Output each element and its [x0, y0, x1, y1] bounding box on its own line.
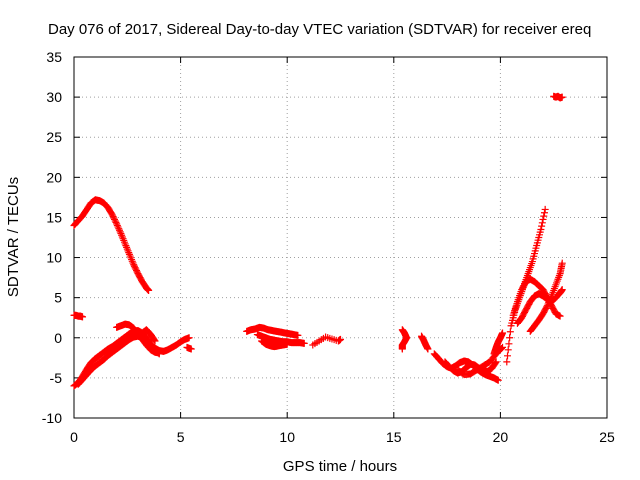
data-point: [283, 340, 291, 348]
data-point: [558, 93, 566, 101]
data-point: [503, 358, 511, 366]
y-axis-label: SDTVAR / TECUs: [5, 177, 22, 297]
data-point: [111, 217, 119, 225]
data-points: [70, 92, 566, 390]
series-arc-22: [550, 92, 566, 102]
data-point: [150, 336, 158, 344]
y-tick-label: 15: [46, 209, 62, 225]
series-arc-5: [113, 320, 163, 357]
data-point: [113, 221, 121, 229]
data-point: [132, 265, 140, 273]
data-point: [504, 352, 512, 360]
series-arc-21: [526, 259, 566, 335]
data-point: [115, 225, 123, 233]
series-arc-8: [243, 323, 302, 339]
data-point: [540, 212, 548, 220]
data-point: [504, 346, 512, 354]
plot-frame: [73, 56, 608, 419]
data-point: [494, 376, 502, 384]
data-point: [131, 264, 139, 272]
data-point: [79, 313, 87, 321]
data-point: [294, 331, 302, 339]
data-point: [133, 267, 141, 275]
y-tick-label: 25: [46, 129, 62, 145]
data-point: [547, 294, 555, 302]
data-point: [538, 219, 546, 227]
data-point: [113, 220, 121, 228]
x-tick-label: 5: [177, 429, 185, 445]
data-point: [558, 259, 566, 267]
series-arc-13: [418, 332, 432, 353]
data-point: [546, 295, 554, 303]
data-point: [558, 286, 566, 294]
axis-ticks: 0 5 10 15 20 25 -10 -5 0 5 10 15 20 25 30 35: [42, 49, 615, 445]
data-point: [424, 345, 432, 353]
y-tick-label: 30: [46, 89, 62, 105]
data-point: [151, 337, 159, 345]
data-point: [499, 343, 507, 351]
data-point: [541, 205, 549, 213]
data-point: [543, 303, 551, 311]
chart-title: Day 076 of 2017, Sidereal Day-to-day VTE…: [48, 21, 591, 38]
x-tick-label: 20: [493, 429, 509, 445]
series-arc-1: [70, 196, 153, 294]
x-tick-label: 0: [70, 429, 78, 445]
series-arc-19: [509, 275, 564, 320]
grid: [74, 57, 607, 418]
data-point: [155, 349, 163, 357]
data-point: [544, 300, 552, 308]
data-point: [540, 209, 548, 217]
data-point: [337, 335, 344, 343]
data-point: [545, 297, 553, 305]
data-point: [187, 345, 195, 353]
data-point: [506, 334, 514, 342]
y-tick-label: 0: [54, 330, 62, 346]
data-point: [185, 334, 193, 342]
x-tick-label: 15: [386, 429, 402, 445]
data-point: [492, 358, 500, 366]
series-arc-6: [138, 326, 159, 345]
data-point: [111, 215, 119, 223]
data-point: [115, 226, 123, 234]
y-tick-label: 10: [46, 250, 62, 266]
y-tick-label: 5: [54, 290, 62, 306]
x-tick-label: 10: [279, 429, 295, 445]
data-point: [545, 298, 553, 306]
data-point: [506, 328, 514, 336]
data-point: [499, 329, 507, 337]
data-point: [116, 228, 124, 236]
y-tick-label: 20: [46, 169, 62, 185]
data-point: [130, 262, 138, 270]
series-arc-10: [258, 337, 291, 351]
data-point: [537, 225, 545, 233]
data-point: [109, 213, 117, 221]
series-arc-2: [70, 311, 87, 321]
series-arc-11: [309, 333, 344, 349]
data-point: [543, 302, 551, 310]
data-point: [110, 214, 118, 222]
data-point: [491, 359, 499, 367]
data-point: [108, 211, 116, 219]
y-tick-label: -10: [42, 410, 62, 426]
y-tick-label: 35: [46, 49, 62, 65]
data-point: [112, 218, 120, 226]
data-point: [114, 223, 122, 231]
y-tick-label: -5: [50, 370, 63, 386]
data-point: [539, 215, 547, 223]
data-point: [538, 222, 546, 230]
series-arc-12: [398, 326, 411, 353]
data-point: [505, 340, 513, 348]
series-arc-17: [490, 329, 507, 358]
x-axis-label: GPS time / hours: [283, 458, 397, 475]
series-arc-7: [183, 343, 195, 353]
data-point: [300, 339, 308, 347]
data-point: [398, 345, 406, 353]
x-tick-label: 25: [599, 429, 615, 445]
data-point: [130, 261, 138, 269]
data-point: [145, 286, 153, 294]
data-point: [556, 312, 564, 320]
